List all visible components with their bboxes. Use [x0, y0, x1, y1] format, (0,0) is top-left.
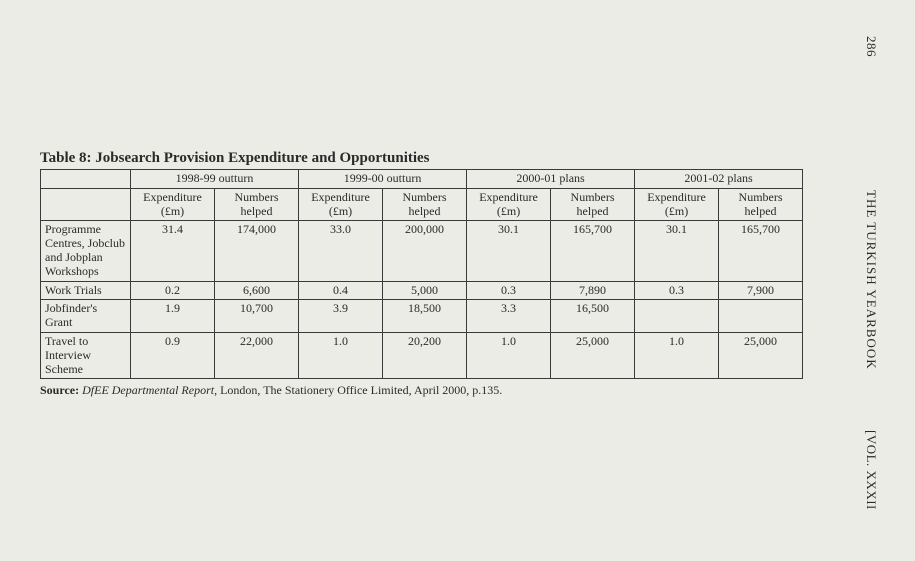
- sub-header-numbers: Numbers helped: [719, 188, 803, 221]
- source-label: Source:: [40, 383, 82, 397]
- cell: 30.1: [467, 221, 551, 281]
- table-header-row-sub: Expenditure (£m) Numbers helped Expendit…: [41, 188, 803, 221]
- period-header: 2001-02 plans: [635, 170, 803, 189]
- period-header: 2000-01 plans: [467, 170, 635, 189]
- cell: 5,000: [383, 281, 467, 300]
- sub-header-expenditure: Expenditure (£m): [299, 188, 383, 221]
- data-table: 1998-99 outturn 1999-00 outturn 2000-01 …: [40, 169, 803, 379]
- cell: 1.0: [635, 332, 719, 378]
- cell: 0.4: [299, 281, 383, 300]
- cell: 30.1: [635, 221, 719, 281]
- header-blank: [41, 170, 131, 189]
- table-title: Table 8: Jobsearch Provision Expenditure…: [40, 150, 800, 167]
- cell: 22,000: [215, 332, 299, 378]
- source-line: Source: DfEE Departmental Report, London…: [40, 383, 800, 398]
- cell: 0.3: [635, 281, 719, 300]
- cell: [635, 300, 719, 333]
- cell: 165,700: [719, 221, 803, 281]
- sub-header-numbers: Numbers helped: [383, 188, 467, 221]
- table-row: Jobfinder's Grant 1.9 10,700 3.9 18,500 …: [41, 300, 803, 333]
- cell: 1.9: [131, 300, 215, 333]
- cell: 1.0: [467, 332, 551, 378]
- sub-header-expenditure: Expenditure (£m): [635, 188, 719, 221]
- page-number: 286: [863, 36, 879, 57]
- row-label: Work Trials: [41, 281, 131, 300]
- table-row: Work Trials 0.2 6,600 0.4 5,000 0.3 7,89…: [41, 281, 803, 300]
- cell: 16,500: [551, 300, 635, 333]
- page-content: Table 8: Jobsearch Provision Expenditure…: [40, 150, 800, 398]
- period-header: 1999-00 outturn: [299, 170, 467, 189]
- table-row: Travel to Interview Scheme 0.9 22,000 1.…: [41, 332, 803, 378]
- cell: 1.0: [299, 332, 383, 378]
- cell: [719, 300, 803, 333]
- cell: 174,000: [215, 221, 299, 281]
- period-header: 1998-99 outturn: [131, 170, 299, 189]
- cell: 0.9: [131, 332, 215, 378]
- cell: 25,000: [551, 332, 635, 378]
- cell: 3.3: [467, 300, 551, 333]
- cell: 33.0: [299, 221, 383, 281]
- sub-header-numbers: Numbers helped: [215, 188, 299, 221]
- row-label: Travel to Interview Scheme: [41, 332, 131, 378]
- header-blank: [41, 188, 131, 221]
- cell: 31.4: [131, 221, 215, 281]
- cell: 3.9: [299, 300, 383, 333]
- cell: 0.2: [131, 281, 215, 300]
- cell: 6,600: [215, 281, 299, 300]
- table-row: Programme Centres, Jobclub and Jobplan W…: [41, 221, 803, 281]
- cell: 18,500: [383, 300, 467, 333]
- row-label: Jobfinder's Grant: [41, 300, 131, 333]
- row-label: Programme Centres, Jobclub and Jobplan W…: [41, 221, 131, 281]
- sub-header-expenditure: Expenditure (£m): [467, 188, 551, 221]
- cell: 7,890: [551, 281, 635, 300]
- cell: 200,000: [383, 221, 467, 281]
- cell: 10,700: [215, 300, 299, 333]
- table-header-row-periods: 1998-99 outturn 1999-00 outturn 2000-01 …: [41, 170, 803, 189]
- cell: 20,200: [383, 332, 467, 378]
- cell: 165,700: [551, 221, 635, 281]
- journal-title: THE TURKISH YEARBOOK: [863, 190, 879, 370]
- sub-header-expenditure: Expenditure (£m): [131, 188, 215, 221]
- table-body: Programme Centres, Jobclub and Jobplan W…: [41, 221, 803, 379]
- cell: 0.3: [467, 281, 551, 300]
- source-italic: DfEE Departmental Report: [82, 383, 214, 397]
- source-rest: , London, The Stationery Office Limited,…: [214, 383, 502, 397]
- cell: 25,000: [719, 332, 803, 378]
- sub-header-numbers: Numbers helped: [551, 188, 635, 221]
- cell: 7,900: [719, 281, 803, 300]
- volume-label: [VOL. XXXII: [863, 430, 879, 510]
